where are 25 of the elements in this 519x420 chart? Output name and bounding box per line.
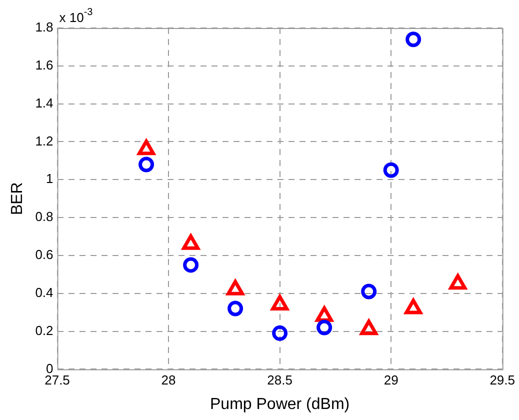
- y-tick-label: 0.4: [35, 284, 54, 300]
- x-tick-label: 28.5: [267, 372, 292, 388]
- point: [449, 274, 467, 290]
- point: [404, 298, 422, 314]
- point: [182, 234, 200, 250]
- y-axis-title: BER: [9, 182, 26, 216]
- point: [360, 320, 378, 336]
- y-tick-label: 0.8: [35, 209, 54, 224]
- x-axis-title: Pump Power (dBm): [210, 396, 350, 413]
- point: [226, 280, 244, 296]
- y-tick-label: 0.6: [35, 247, 54, 262]
- x-tick-label: 28: [161, 372, 176, 388]
- y-tick-label: 1: [46, 171, 54, 186]
- x-tick-label: 29.5: [490, 372, 516, 388]
- point: [383, 162, 399, 178]
- y-tick-label: 1.8: [35, 20, 54, 35]
- y-tick-label: 1.6: [35, 57, 54, 72]
- point: [138, 156, 154, 172]
- y-tick-label: 1.2: [35, 133, 54, 148]
- x-tick-label: 29: [384, 372, 398, 388]
- point: [406, 32, 422, 48]
- point: [138, 140, 155, 156]
- y-tick-label: 1.4: [35, 95, 54, 110]
- y-tick-label: 0.2: [35, 322, 54, 338]
- point: [271, 295, 288, 310]
